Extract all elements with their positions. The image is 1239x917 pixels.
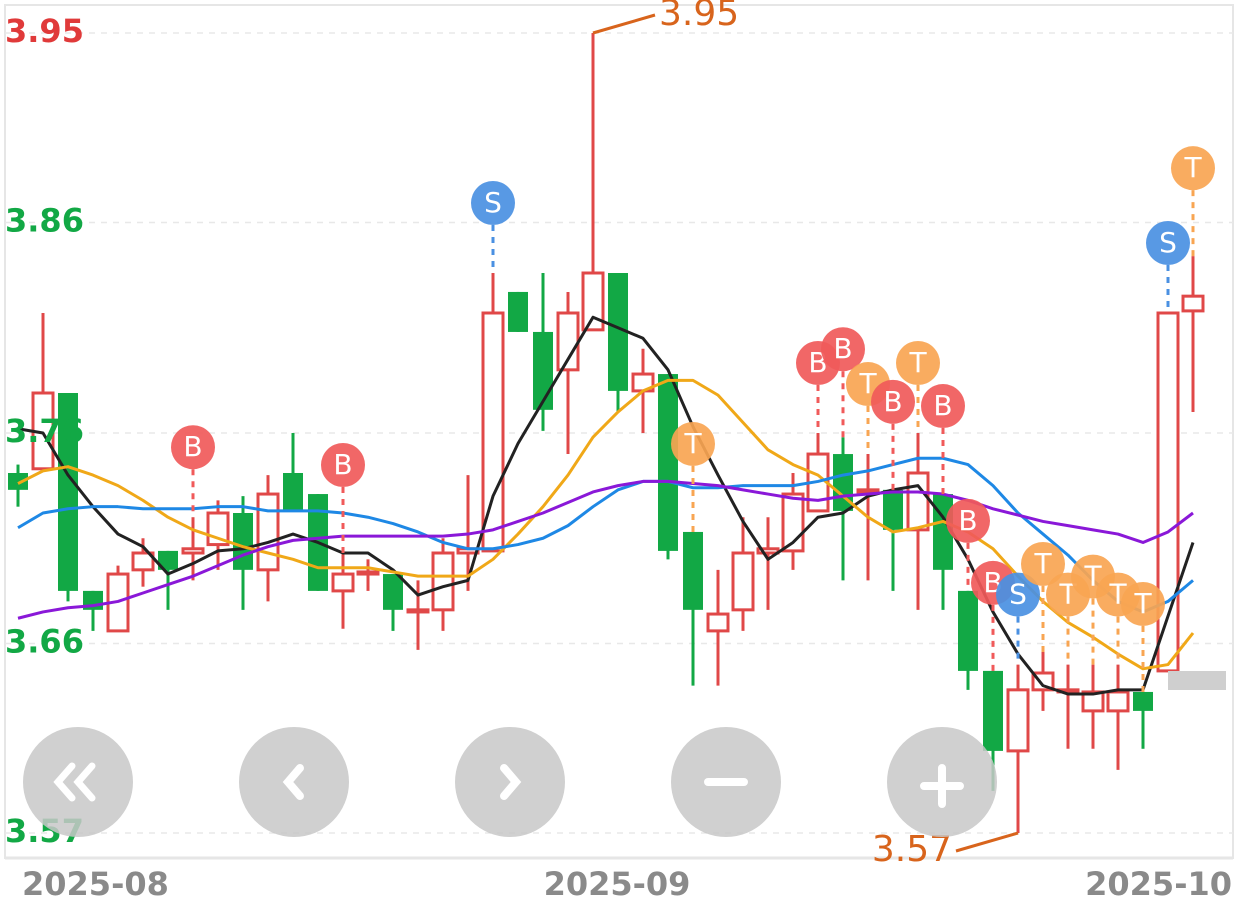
candle-body [58, 393, 78, 591]
controls [23, 727, 997, 837]
ma-line [17, 479, 1194, 620]
candle-body [8, 473, 28, 490]
first-button[interactable] [23, 727, 133, 837]
signal-label: B [833, 332, 852, 365]
candle-body [1006, 688, 1030, 753]
candle-body [331, 572, 355, 593]
signal-marker [1171, 146, 1215, 191]
signal-label: S [1159, 226, 1177, 259]
signal-label: B [183, 430, 202, 463]
ma-line [17, 456, 1194, 614]
candle-body [1133, 691, 1153, 711]
candle-body [706, 612, 730, 633]
signal-marker [671, 421, 715, 466]
candle-body [158, 550, 178, 570]
candle-body [856, 488, 880, 494]
candle-body [731, 551, 755, 612]
signal-marker [1021, 541, 1065, 586]
candle-body [658, 374, 678, 551]
prev-button[interactable] [239, 727, 349, 837]
candle-body [233, 513, 253, 570]
candle-body [581, 271, 605, 332]
ma-line [17, 378, 1195, 671]
signal-label: T [1183, 151, 1202, 184]
candle-body [131, 551, 155, 572]
candle-body [958, 590, 978, 671]
candle-body [883, 489, 903, 530]
signal-label: B [333, 448, 352, 481]
y-tick-label: 3.76 [5, 412, 84, 450]
candle-body [481, 311, 505, 553]
candle-body [608, 273, 628, 391]
signal-marker [921, 384, 965, 429]
signal-label: T [1133, 587, 1152, 620]
signal-label: T [1058, 578, 1077, 611]
candle-body [533, 331, 553, 410]
signal-label: T [858, 367, 877, 400]
signal-label: B [883, 385, 902, 418]
candle-body [1181, 294, 1205, 313]
candle-body [383, 574, 403, 610]
signal-marker [946, 498, 990, 543]
signal-label: S [484, 186, 502, 219]
candle-body [683, 531, 703, 610]
ma-line [17, 315, 1195, 696]
next-button[interactable] [455, 727, 565, 837]
candle-body [1106, 690, 1130, 713]
candle-body [181, 547, 205, 555]
x-label: 2025-08 [22, 865, 169, 903]
candle-body [983, 670, 1003, 751]
y-tick-label: 3.86 [5, 201, 84, 239]
signal-marker [321, 443, 365, 487]
signal-marker [821, 327, 865, 372]
signal-marker [896, 341, 940, 385]
signal-marker [171, 425, 215, 470]
signal-marker [996, 572, 1040, 617]
signal-marker [1146, 221, 1190, 265]
zoom-in-button[interactable] [887, 727, 997, 837]
candle-body [906, 471, 930, 532]
signal-label: T [1033, 547, 1052, 580]
extreme-label: 3.95 [659, 0, 739, 34]
candle-body [1156, 311, 1180, 673]
candle-body [1081, 690, 1105, 713]
signal-marker [871, 379, 915, 424]
candle-body [406, 608, 430, 614]
signal-label: S [1009, 578, 1027, 611]
x-label: 2025-09 [544, 865, 691, 903]
zoom-out-button[interactable] [671, 727, 781, 837]
extreme-leader [592, 13, 656, 35]
signal-label: B [958, 504, 977, 537]
candle-body [256, 492, 280, 572]
y-tick-label: 3.66 [5, 623, 84, 661]
candle-body [508, 291, 528, 332]
candle-body [283, 473, 303, 511]
signal-label: T [908, 346, 927, 379]
price-tag [1168, 671, 1226, 690]
extreme-leader [955, 831, 1019, 853]
candle-body [431, 551, 455, 612]
signal-marker [1121, 581, 1165, 626]
signal-label: B [933, 389, 952, 422]
x-label: 2025-10 [1085, 865, 1232, 903]
signal-label: T [1083, 560, 1102, 593]
y-tick-label: 3.95 [5, 12, 84, 50]
signal-marker [471, 181, 515, 225]
signal-label: T [683, 427, 702, 460]
candle-body [356, 570, 380, 576]
